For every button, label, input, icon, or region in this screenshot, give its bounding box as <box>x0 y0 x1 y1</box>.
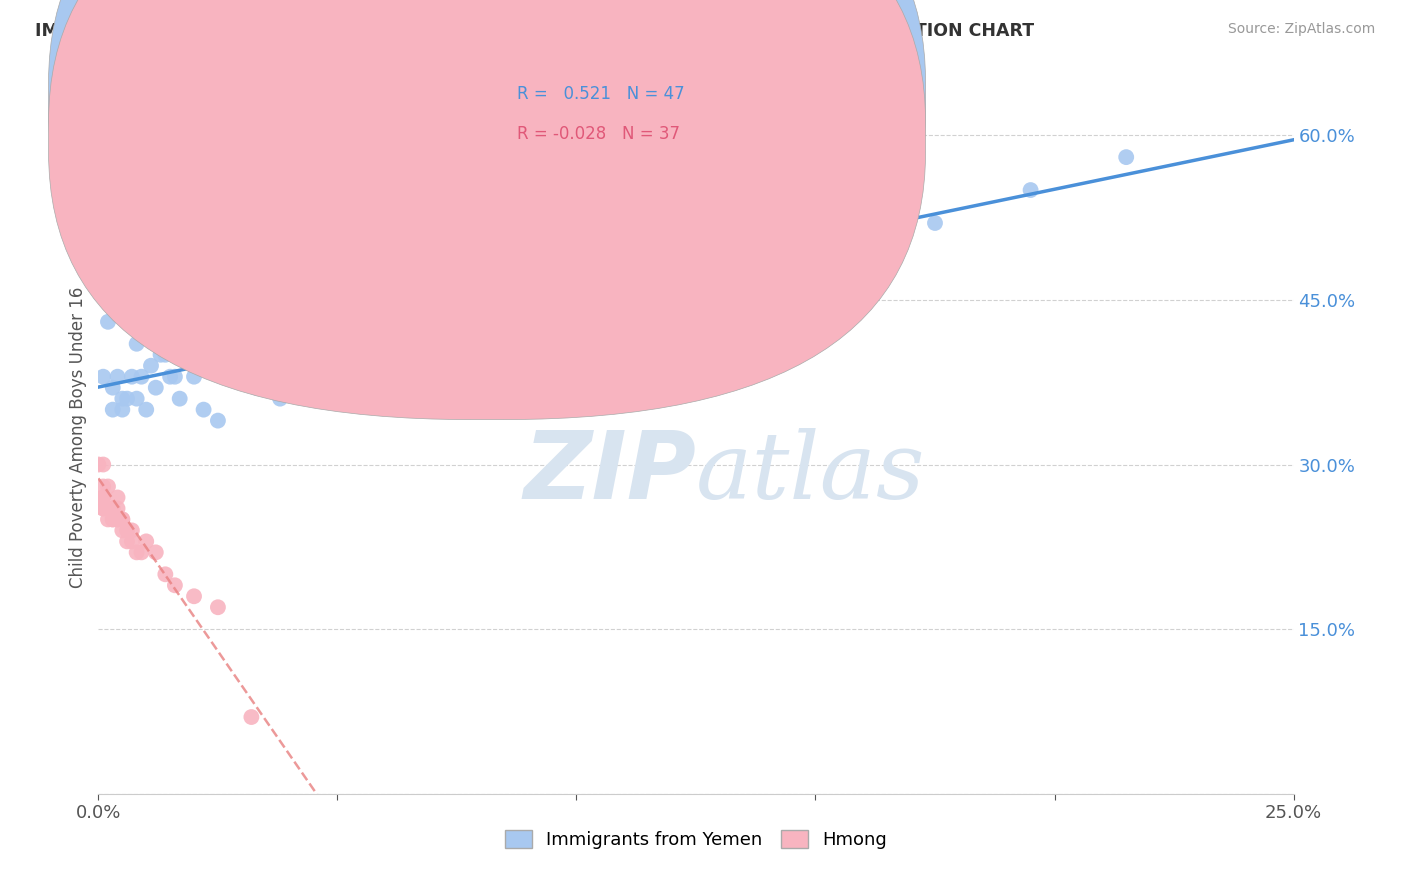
Point <box>131 545 153 559</box>
Point <box>207 600 229 615</box>
Point <box>101 501 124 516</box>
Point <box>107 369 129 384</box>
Point <box>240 710 263 724</box>
Point <box>91 501 114 516</box>
Point <box>159 369 181 384</box>
Point <box>278 326 301 340</box>
Point <box>169 392 191 406</box>
Point <box>111 402 134 417</box>
Point <box>398 402 420 417</box>
Point <box>326 303 349 318</box>
Point <box>517 216 540 230</box>
Text: R =   0.521   N = 47: R = 0.521 N = 47 <box>517 86 685 103</box>
Point <box>231 348 253 362</box>
Text: IMMIGRANTS FROM YEMEN VS HMONG CHILD POVERTY AMONG BOYS UNDER 16 CORRELATION CHA: IMMIGRANTS FROM YEMEN VS HMONG CHILD POV… <box>35 22 1035 40</box>
Point <box>350 271 373 285</box>
Text: ZIP: ZIP <box>523 426 696 519</box>
Point <box>107 491 129 505</box>
Point <box>121 534 143 549</box>
Point <box>101 402 124 417</box>
Point <box>804 260 827 274</box>
Point <box>87 458 110 472</box>
Point <box>101 512 124 526</box>
Point <box>97 512 120 526</box>
Point <box>111 524 134 538</box>
Point <box>565 315 588 329</box>
Point <box>269 392 291 406</box>
Point <box>91 491 114 505</box>
Point <box>422 348 444 362</box>
Point <box>183 369 205 384</box>
Point <box>139 359 162 373</box>
Point <box>87 238 110 252</box>
Point <box>709 293 731 307</box>
Point <box>155 348 177 362</box>
Point <box>135 402 157 417</box>
Point <box>107 512 129 526</box>
Point <box>446 282 468 296</box>
Point <box>101 501 124 516</box>
Point <box>125 545 148 559</box>
Point <box>217 336 239 351</box>
Point <box>97 479 120 493</box>
Point <box>254 303 277 318</box>
Point <box>101 381 124 395</box>
Point <box>924 216 946 230</box>
Point <box>107 512 129 526</box>
Legend: Immigrants from Yemen, Hmong: Immigrants from Yemen, Hmong <box>498 822 894 856</box>
Point <box>91 479 114 493</box>
Point <box>121 524 143 538</box>
Text: atlas: atlas <box>696 428 925 517</box>
Point <box>302 282 325 296</box>
Point <box>115 392 138 406</box>
Point <box>173 336 195 351</box>
Point <box>91 369 114 384</box>
Point <box>125 392 148 406</box>
Point <box>97 501 120 516</box>
Point <box>470 282 492 296</box>
Point <box>115 524 138 538</box>
Point <box>135 534 157 549</box>
Point <box>125 336 148 351</box>
Point <box>111 392 134 406</box>
Point <box>91 491 114 505</box>
Point <box>288 303 311 318</box>
Point <box>91 501 114 516</box>
Point <box>183 589 205 603</box>
Point <box>155 567 177 582</box>
Point <box>111 512 134 526</box>
Point <box>1115 150 1137 164</box>
Text: Source: ZipAtlas.com: Source: ZipAtlas.com <box>1227 22 1375 37</box>
Point <box>97 315 120 329</box>
Point <box>97 501 120 516</box>
Point <box>115 534 138 549</box>
Point <box>1019 183 1042 197</box>
Text: R = -0.028   N = 37: R = -0.028 N = 37 <box>517 125 681 144</box>
Point <box>91 458 114 472</box>
Point <box>163 369 186 384</box>
Point <box>374 282 396 296</box>
Point <box>193 402 215 417</box>
Point <box>101 512 124 526</box>
Point <box>131 369 153 384</box>
Point <box>163 578 186 592</box>
Point <box>637 260 659 274</box>
Y-axis label: Child Poverty Among Boys Under 16: Child Poverty Among Boys Under 16 <box>69 286 87 588</box>
Point <box>149 348 172 362</box>
Point <box>145 545 167 559</box>
Point <box>121 369 143 384</box>
Point <box>111 512 134 526</box>
Point <box>107 501 129 516</box>
Point <box>97 501 120 516</box>
Point <box>245 381 267 395</box>
Point <box>207 414 229 428</box>
Point <box>145 381 167 395</box>
